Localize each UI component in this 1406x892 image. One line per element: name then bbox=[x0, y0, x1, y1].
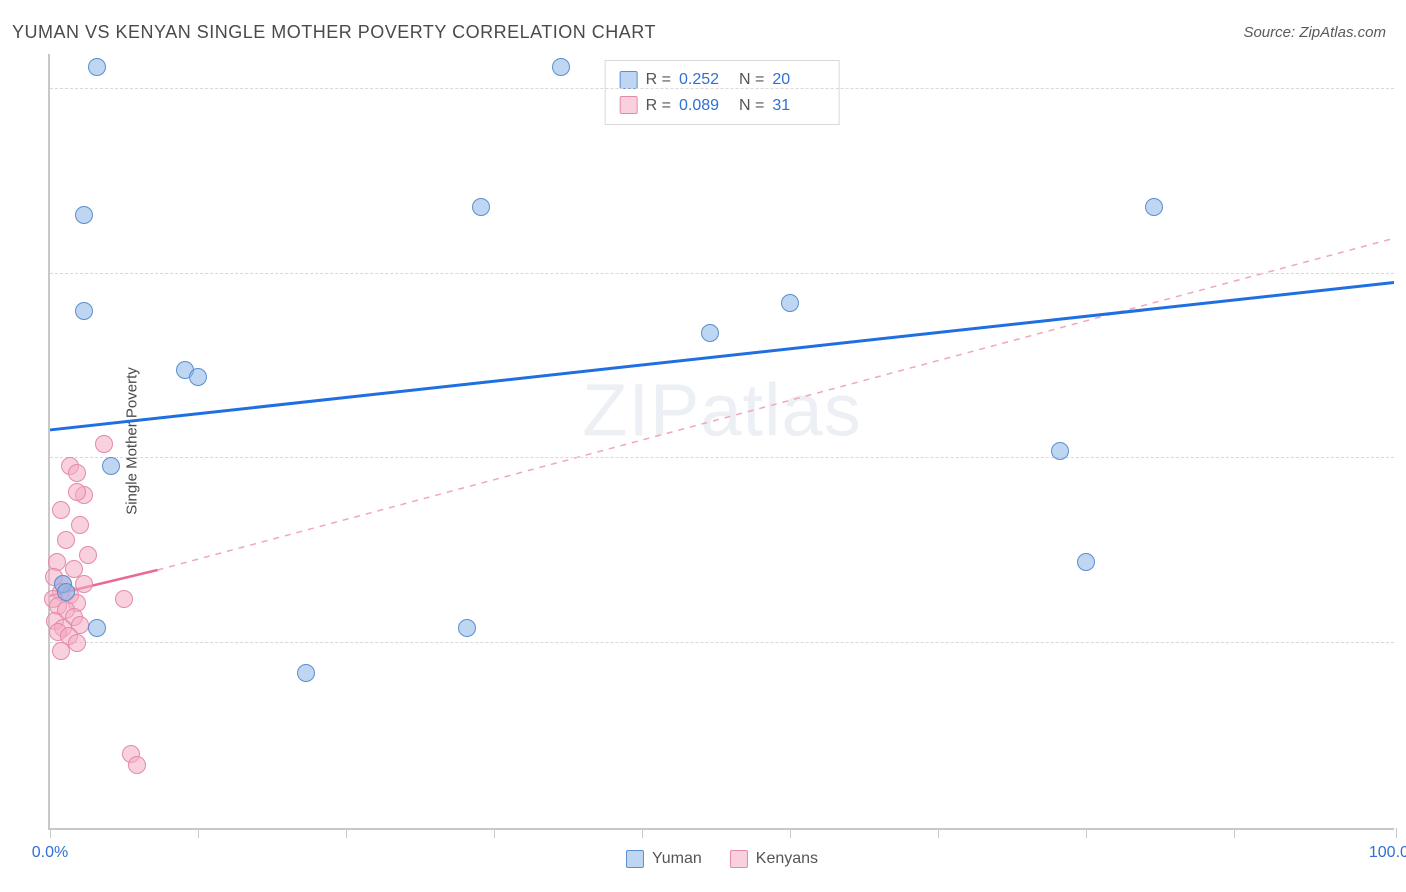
data-point-yuman bbox=[88, 619, 106, 637]
x-tick-label: 100.0% bbox=[1369, 844, 1406, 862]
y-tick-label: 75.0% bbox=[1400, 247, 1406, 265]
data-point-yuman bbox=[88, 58, 106, 76]
gridline-h bbox=[50, 642, 1394, 643]
data-point-yuman bbox=[1051, 442, 1069, 460]
data-point-kenyans bbox=[68, 634, 86, 652]
trend-line bbox=[158, 238, 1394, 570]
n-label: N = bbox=[739, 93, 764, 119]
y-tick-label: 25.0% bbox=[1400, 616, 1406, 634]
data-point-kenyans bbox=[57, 531, 75, 549]
x-tick bbox=[790, 828, 791, 838]
data-point-kenyans bbox=[52, 642, 70, 660]
data-point-yuman bbox=[458, 619, 476, 637]
x-tick bbox=[1086, 828, 1087, 838]
x-tick bbox=[50, 828, 51, 838]
y-tick-label: 100.0% bbox=[1400, 62, 1406, 80]
x-tick bbox=[1234, 828, 1235, 838]
data-point-kenyans bbox=[128, 756, 146, 774]
data-point-kenyans bbox=[71, 516, 89, 534]
r-label: R = bbox=[646, 93, 671, 119]
x-tick bbox=[346, 828, 347, 838]
data-point-yuman bbox=[102, 457, 120, 475]
x-tick-label: 0.0% bbox=[32, 844, 68, 862]
data-point-yuman bbox=[57, 583, 75, 601]
watermark-bold: ZIP bbox=[582, 369, 700, 452]
n-value-kenyans: 31 bbox=[772, 93, 824, 119]
data-point-kenyans bbox=[68, 483, 86, 501]
data-point-yuman bbox=[1077, 553, 1095, 571]
trend-lines bbox=[50, 54, 1394, 828]
y-axis-label: Single Mother Poverty bbox=[123, 367, 140, 515]
x-tick bbox=[494, 828, 495, 838]
legend-item-yuman: Yuman bbox=[626, 850, 702, 868]
x-tick bbox=[938, 828, 939, 838]
series-legend: Yuman Kenyans bbox=[626, 850, 818, 868]
watermark: ZIPatlas bbox=[582, 368, 861, 453]
source-credit: Source: ZipAtlas.com bbox=[1243, 24, 1386, 41]
swatch-blue-icon bbox=[620, 71, 638, 89]
data-point-yuman bbox=[781, 294, 799, 312]
scatter-plot-area: Single Mother Poverty ZIPatlas R = 0.252… bbox=[48, 54, 1394, 830]
data-point-kenyans bbox=[52, 501, 70, 519]
data-point-yuman bbox=[472, 198, 490, 216]
x-tick bbox=[198, 828, 199, 838]
y-tick-label: 50.0% bbox=[1400, 431, 1406, 449]
swatch-pink-icon bbox=[730, 850, 748, 868]
legend-label-kenyans: Kenyans bbox=[756, 850, 818, 868]
data-point-yuman bbox=[75, 302, 93, 320]
data-point-kenyans bbox=[79, 546, 97, 564]
data-point-kenyans bbox=[95, 435, 113, 453]
legend-label-yuman: Yuman bbox=[652, 850, 702, 868]
data-point-kenyans bbox=[115, 590, 133, 608]
x-tick bbox=[1396, 828, 1397, 838]
watermark-thin: atlas bbox=[700, 369, 861, 452]
data-point-kenyans bbox=[68, 464, 86, 482]
data-point-yuman bbox=[297, 664, 315, 682]
chart-title: YUMAN VS KENYAN SINGLE MOTHER POVERTY CO… bbox=[12, 22, 656, 43]
gridline-h bbox=[50, 273, 1394, 274]
x-tick bbox=[642, 828, 643, 838]
data-point-yuman bbox=[75, 206, 93, 224]
data-point-yuman bbox=[701, 324, 719, 342]
legend-item-kenyans: Kenyans bbox=[730, 850, 818, 868]
data-point-yuman bbox=[189, 368, 207, 386]
correlation-legend: R = 0.252 N = 20 R = 0.089 N = 31 bbox=[605, 60, 840, 125]
swatch-blue-icon bbox=[626, 850, 644, 868]
r-value-kenyans: 0.089 bbox=[679, 93, 731, 119]
legend-row-kenyans: R = 0.089 N = 31 bbox=[620, 93, 825, 119]
swatch-pink-icon bbox=[620, 96, 638, 114]
data-point-yuman bbox=[552, 58, 570, 76]
trend-line bbox=[50, 283, 1394, 430]
gridline-h bbox=[50, 457, 1394, 458]
gridline-h bbox=[50, 88, 1394, 89]
data-point-yuman bbox=[1145, 198, 1163, 216]
